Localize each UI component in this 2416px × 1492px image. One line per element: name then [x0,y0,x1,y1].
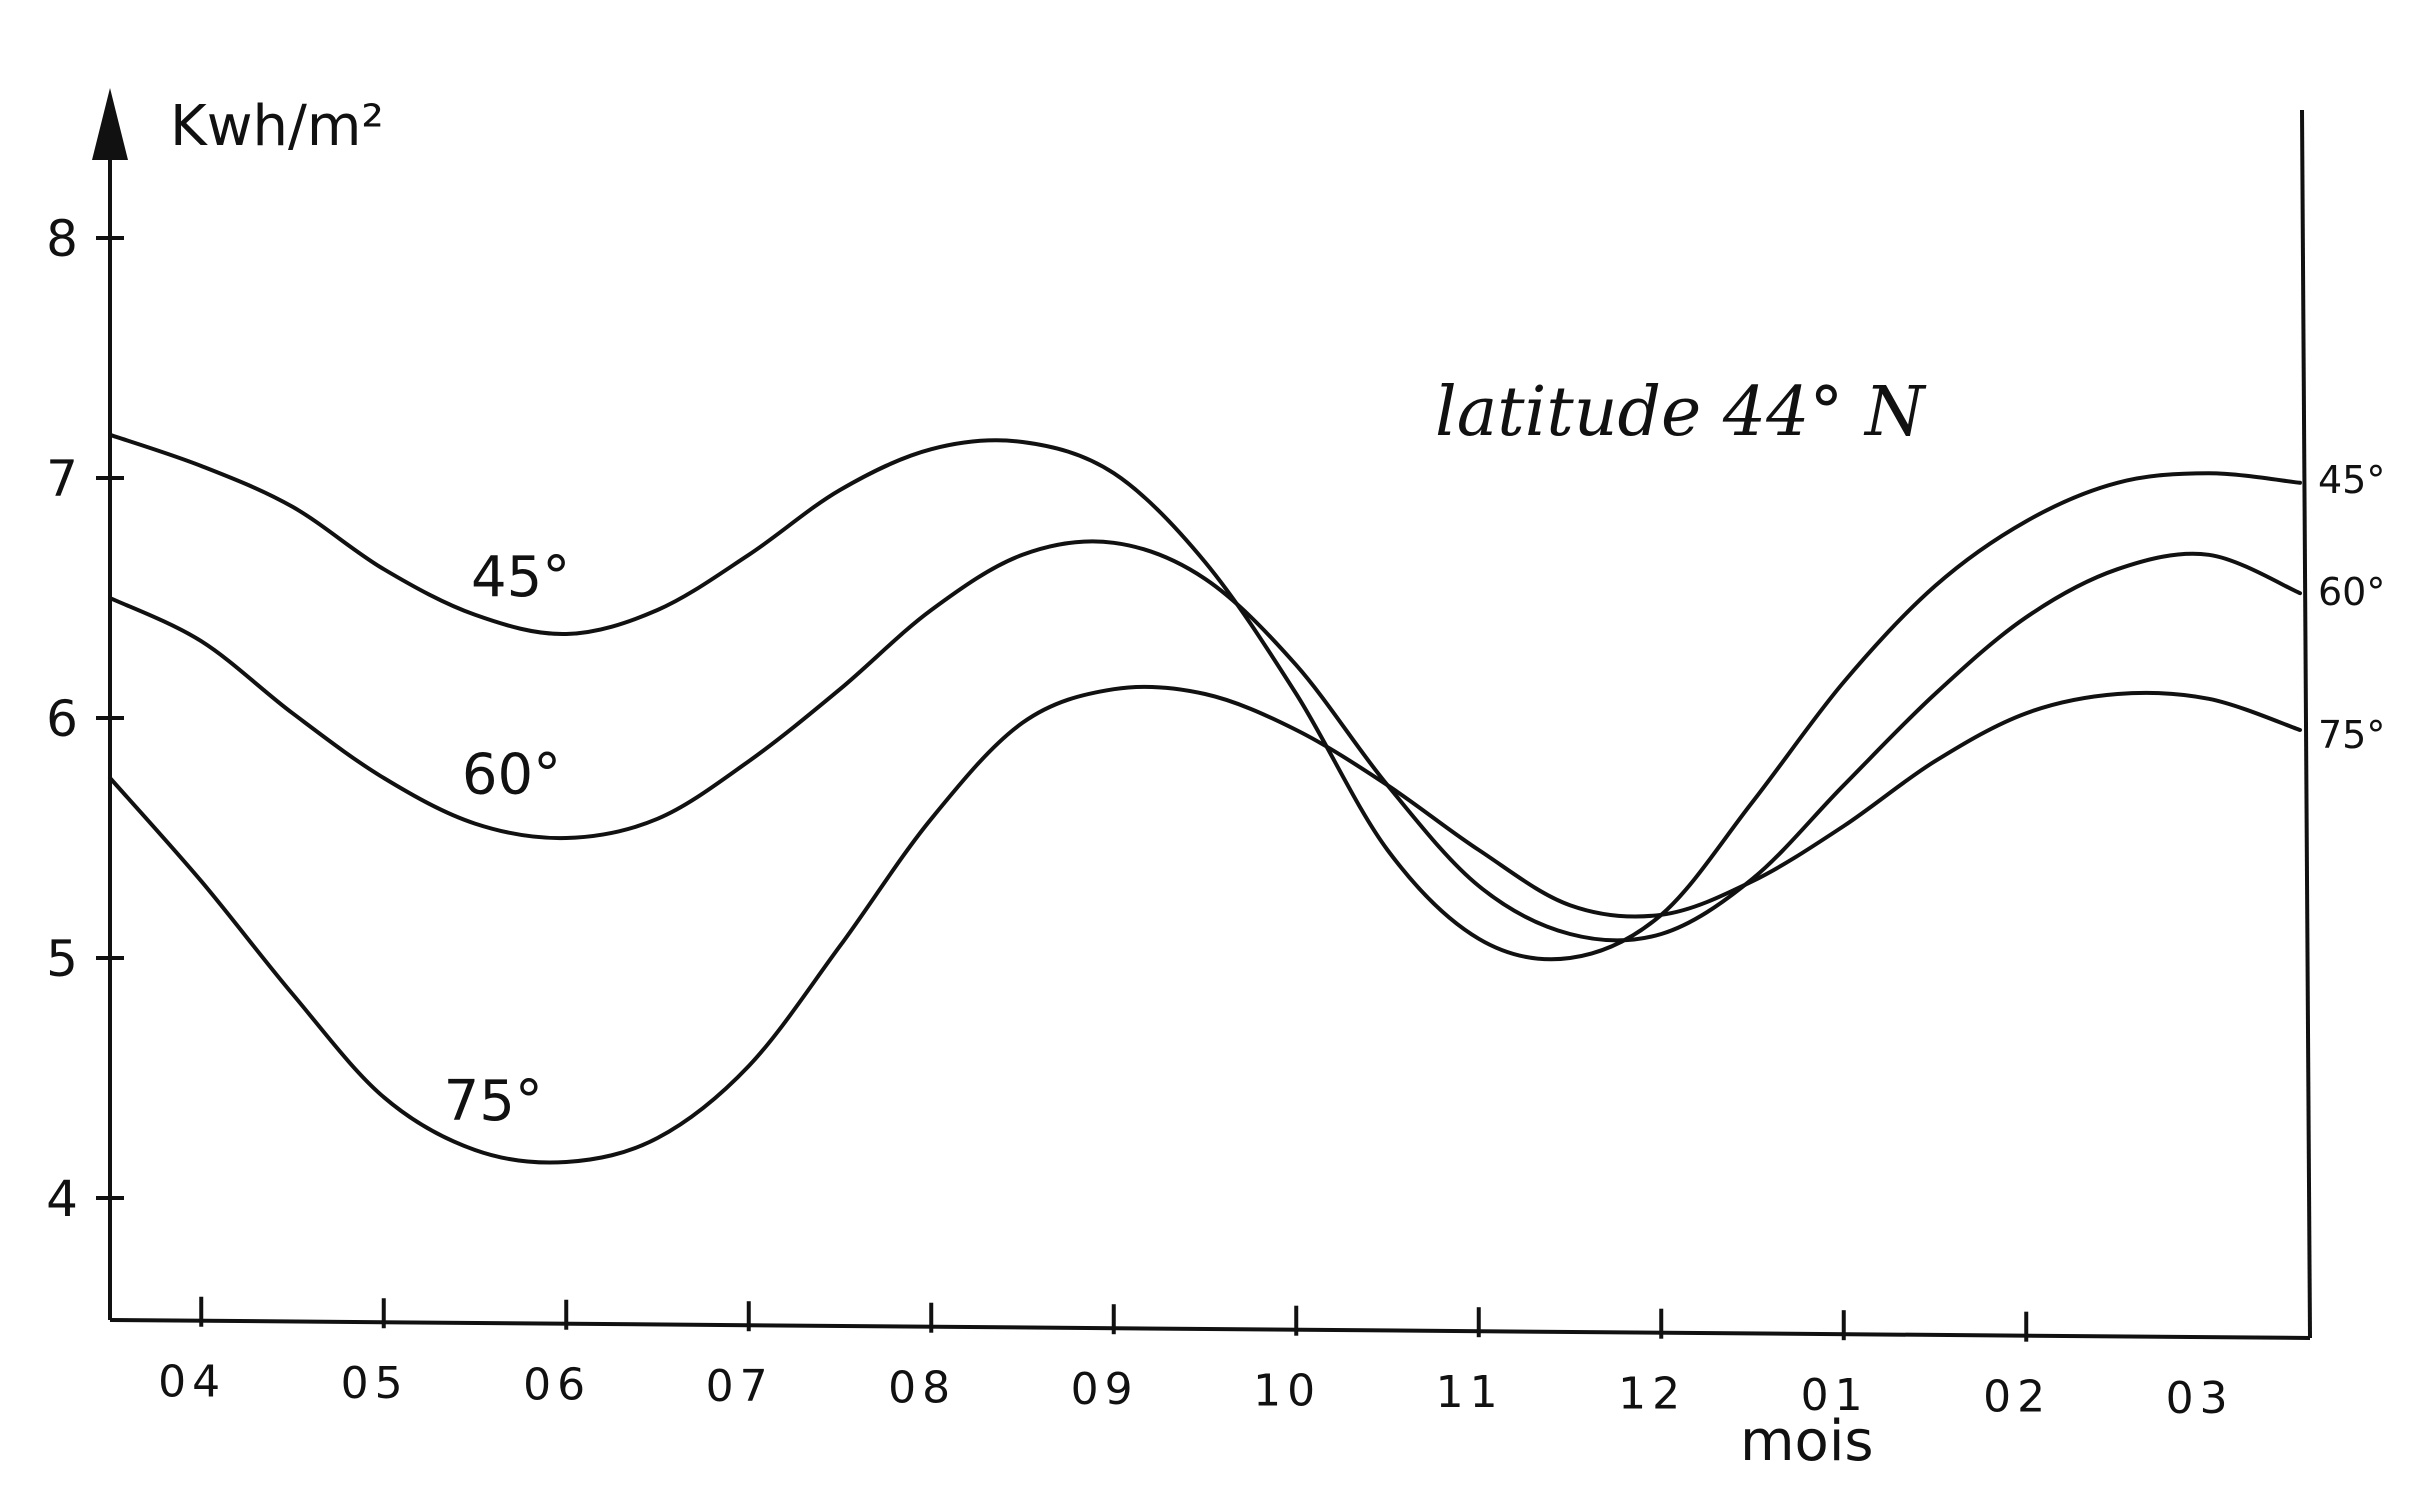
y-ticks: 4 5 6 7 8 [46,210,124,1228]
series-end-label: 75° [2318,713,2385,757]
label-layer: 45° 45° 60° 60° 75° 75° [444,458,2386,1134]
y-axis-arrow-icon [92,88,128,160]
x-tick-label: 08 [888,1363,956,1414]
x-tick-label: 09 [1071,1364,1139,1415]
x-tick-label: 11 [1436,1367,1504,1418]
series-line-0 [108,432,2302,962]
x-axis [109,1318,2311,1340]
series-end-label: 60° [2318,570,2385,614]
x-tick-label: 02 [1983,1372,2051,1423]
series-line-1 [108,539,2302,943]
x-tick-label: 03 [2166,1373,2234,1424]
series-layer [108,432,2302,1165]
latitude-annotation: latitude 44° N [1435,373,1927,452]
x-tick-label: 01 [1801,1370,1869,1421]
y-tick-label: 5 [46,930,78,988]
x-ticks: 04 05 06 07 08 09 10 11 12 01 02 03 [158,1296,2234,1424]
y-axis-title: Kwh/m² [170,94,384,159]
right-axis [2300,109,2312,1339]
x-tick-label: 06 [523,1360,591,1411]
x-tick-label: 10 [1253,1366,1321,1417]
y-tick-label: 7 [46,450,78,508]
series-label: 45° [471,545,570,610]
y-tick-label: 6 [46,690,78,748]
y-tick-label: 8 [46,210,78,268]
series-label: 75° [444,1069,543,1134]
series-label: 60° [462,743,561,808]
x-tick-label: 07 [706,1361,774,1412]
x-tick-label: 12 [1618,1369,1686,1420]
x-tick-label: 04 [158,1357,226,1408]
series-end-label: 45° [2318,458,2385,502]
y-tick-label: 4 [46,1170,78,1228]
x-tick-label: 05 [341,1358,409,1409]
series-line-2 [108,684,2302,1165]
x-axis-title: mois [1740,1409,1874,1474]
